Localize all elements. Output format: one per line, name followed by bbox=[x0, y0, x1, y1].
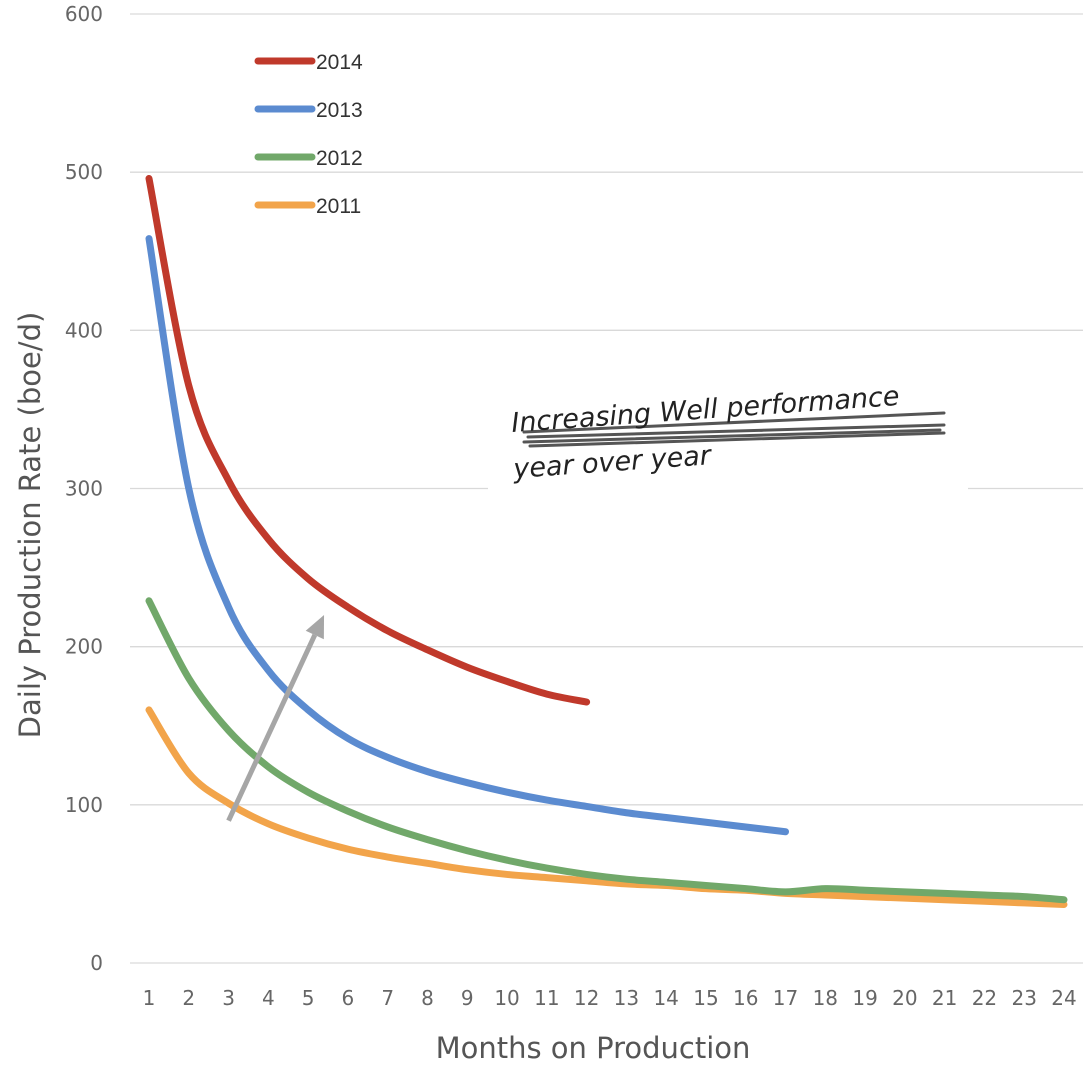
series-line-2013 bbox=[145, 235, 790, 836]
x-tick-label: 6 bbox=[342, 986, 355, 1010]
legend-label-2012: 2012 bbox=[316, 147, 363, 170]
x-tick-label: 23 bbox=[1011, 986, 1036, 1010]
x-tick-label: 12 bbox=[574, 986, 599, 1010]
y-tick-label: 500 bbox=[65, 160, 103, 184]
x-tick-label: 8 bbox=[421, 986, 434, 1010]
y-tick-label: 600 bbox=[65, 2, 103, 26]
x-tick-label: 24 bbox=[1051, 986, 1076, 1010]
x-tick-label: 22 bbox=[972, 986, 997, 1010]
y-axis-title: Daily Production Rate (boe/d) bbox=[13, 312, 47, 739]
x-tick-label: 11 bbox=[534, 986, 559, 1010]
y-tick-label: 200 bbox=[65, 635, 103, 659]
legend-label-2014: 2014 bbox=[316, 51, 363, 74]
x-tick-label: 15 bbox=[693, 986, 718, 1010]
x-tick-label: 18 bbox=[813, 986, 838, 1010]
legend-label-2011: 2011 bbox=[316, 195, 361, 218]
y-tick-label: 300 bbox=[65, 477, 103, 501]
x-tick-label: 1 bbox=[143, 986, 156, 1010]
series-lines bbox=[145, 174, 1068, 908]
x-tick-label: 4 bbox=[262, 986, 275, 1010]
x-tick-label: 9 bbox=[461, 986, 474, 1010]
series-line-2011 bbox=[145, 706, 1068, 908]
arrow-shaft bbox=[226, 633, 318, 822]
legend: 2014 2013 2012 2011 bbox=[254, 51, 363, 218]
x-tick-label: 5 bbox=[302, 986, 315, 1010]
x-tick-label: 16 bbox=[733, 986, 758, 1010]
series-line-2012 bbox=[145, 597, 1068, 904]
legend-label-2013: 2013 bbox=[316, 99, 363, 122]
x-tick-label: 10 bbox=[494, 986, 519, 1010]
y-tick-label: 100 bbox=[65, 793, 103, 817]
x-tick-label: 17 bbox=[773, 986, 798, 1010]
x-tick-label: 13 bbox=[614, 986, 639, 1010]
trend-arrow bbox=[226, 615, 325, 822]
x-axis-title: Months on Production bbox=[436, 1031, 751, 1065]
x-tick-label: 14 bbox=[653, 986, 678, 1010]
gridlines bbox=[130, 13, 1083, 964]
y-tick-label: 0 bbox=[90, 951, 103, 975]
x-tick-label: 7 bbox=[381, 986, 394, 1010]
series-line-2014 bbox=[145, 174, 591, 706]
x-axis-ticks: 1 2 3 4 5 6 7 8 9 10 11 12 13 14 15 16 17 18 19 20 21 22 23 24 bbox=[143, 986, 1077, 1010]
x-tick-label: 2 bbox=[182, 986, 195, 1010]
annotation: Increasing Well performance year over ye… bbox=[226, 372, 968, 822]
y-axis-ticks: 0 100 200 300 400 500 600 bbox=[65, 2, 103, 975]
x-tick-label: 20 bbox=[892, 986, 917, 1010]
x-tick-label: 21 bbox=[932, 986, 957, 1010]
annotation-underline bbox=[522, 411, 946, 448]
arrow-head bbox=[305, 615, 325, 640]
x-tick-label: 19 bbox=[852, 986, 877, 1010]
y-tick-label: 400 bbox=[65, 318, 103, 342]
x-tick-label: 3 bbox=[222, 986, 235, 1010]
